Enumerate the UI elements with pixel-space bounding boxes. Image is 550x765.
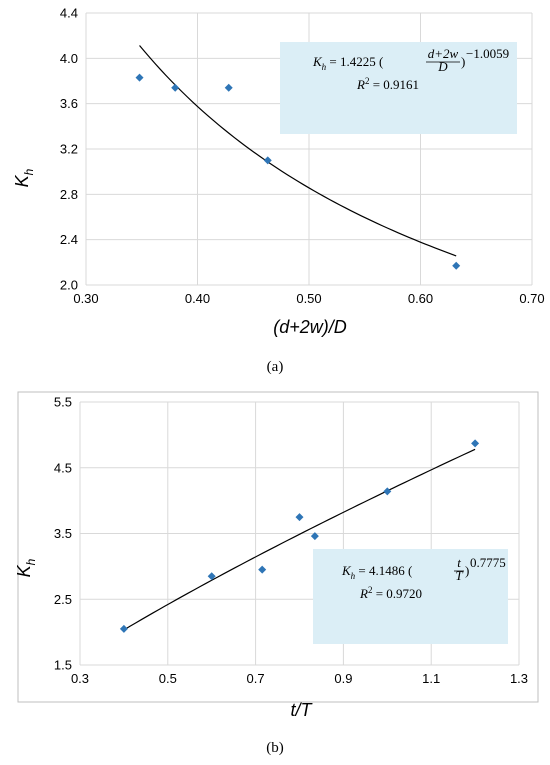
chart-b-y-tick-label: 1.5 [54, 658, 72, 673]
chart-a-subcaption: (a) [267, 359, 284, 375]
chart-b-y-tick-label: 4.5 [54, 460, 72, 475]
chart-b-data-point [310, 532, 319, 541]
chart-a-y-tick-label: 2.0 [60, 278, 78, 293]
chart-b-points [119, 439, 480, 633]
chart-b-frame [17, 391, 539, 703]
chart-a-data-point [171, 83, 180, 92]
chart-b-r-squared: R2 = 0.9720 [359, 585, 422, 601]
chart-a-equation-box: Kh = 1.4225 ( d+2w D ) −1.0059 R2 = 0.91… [280, 42, 517, 134]
chart-b: 1.5 2.5 3.5 4.5 5.5 0.3 0.5 0.7 0.9 1.1 1.3 Kh t/… [14, 391, 539, 756]
chart-a-y-tick-label: 4.0 [60, 51, 78, 66]
chart-a-r-squared: R2 = 0.9161 [356, 76, 419, 92]
chart-b-y-axis-label: Kh [14, 558, 38, 577]
chart-b-equation-close: ) [465, 563, 469, 578]
chart-b-data-point [383, 487, 392, 496]
chart-a-y-tick-label: 3.2 [60, 142, 78, 157]
chart-a-x-ticks: 0.30 0.40 0.50 0.60 0.70 [73, 291, 544, 306]
chart-a-x-tick-label: 0.70 [519, 291, 544, 306]
chart-a-equation-close: ) [461, 54, 465, 69]
chart-b-equation: Kh = 4.1486 ( [341, 563, 412, 581]
chart-b-y-tick-label: 2.5 [54, 592, 72, 607]
chart-a-y-axis-label: Kh [12, 168, 36, 187]
chart-a-x-tick-label: 0.60 [408, 291, 433, 306]
chart-a-x-tick-label: 0.30 [73, 291, 98, 306]
chart-a-x-tick-label: 0.50 [296, 291, 321, 306]
chart-a-y-tick-label: 4.4 [60, 6, 78, 21]
chart-b-equation-box: Kh = 4.1486 ( t T ) 0.7775 R2 = 0.9720 [313, 549, 508, 644]
chart-b-subcaption: (b) [266, 740, 284, 756]
chart-b-data-point [471, 439, 480, 448]
chart-a-fraction-denominator: D [437, 59, 448, 74]
chart-a: 2.02.42.83.23.64.04.4 0.30 0.40 0.50 0.60 0.… [12, 6, 545, 376]
chart-b-equation-background [313, 549, 508, 644]
chart-a-y-tick-label: 2.8 [60, 187, 78, 202]
chart-a-points [135, 73, 461, 270]
chart-a-equation-background [280, 42, 517, 134]
chart-b-x-tick-label: 0.9 [334, 671, 352, 686]
chart-b-data-point [207, 572, 216, 581]
chart-a-equation: Kh = 1.4225 ( [312, 54, 383, 72]
chart-b-x-tick-label: 1.3 [510, 671, 528, 686]
chart-a-exponent: −1.0059 [466, 46, 509, 61]
chart-b-data-point [258, 565, 267, 574]
chart-b-y-ticks: 1.5 2.5 3.5 4.5 5.5 [54, 395, 72, 673]
chart-a-data-point [263, 156, 272, 165]
chart-a-x-axis-label: (d+2w)/D [273, 317, 347, 337]
chart-b-x-tick-label: 0.7 [247, 671, 265, 686]
chart-a-trendline [139, 45, 457, 257]
chart-b-fraction-denominator: T [455, 568, 463, 583]
chart-a-data-point [135, 73, 144, 82]
chart-a-x-tick-label: 0.40 [185, 291, 210, 306]
chart-b-x-axis-label: t/T [291, 700, 314, 720]
chart-b-gridlines [79, 401, 520, 666]
chart-a-y-ticks: 2.0 2.4 2.8 3.2 3.6 4.0 4.4 [60, 6, 78, 293]
chart-b-y-tick-label: 5.5 [54, 395, 72, 410]
chart-b-x-tick-label: 0.3 [71, 671, 89, 686]
chart-b-exponent: 0.7775 [470, 555, 506, 570]
chart-b-fraction-numerator: t [457, 555, 461, 570]
chart-b-y-tick-label: 3.5 [54, 526, 72, 541]
chart-b-x-tick-label: 0.5 [159, 671, 177, 686]
chart-b-x-ticks: 0.3 0.5 0.7 0.9 1.1 1.3 [71, 671, 528, 686]
chart-a-y-tick-label: 3.6 [60, 96, 78, 111]
chart-a-y-tick-label: 2.4 [60, 232, 78, 247]
chart-b-data-point [295, 513, 304, 522]
chart-b-data-point [119, 624, 128, 633]
chart-a-fraction-numerator: d+2w [428, 46, 459, 61]
chart-a-data-point [224, 83, 233, 92]
chart-b-trendline [123, 448, 476, 631]
chart-a-data-point [452, 261, 461, 270]
chart-b-x-tick-label: 1.1 [422, 671, 440, 686]
